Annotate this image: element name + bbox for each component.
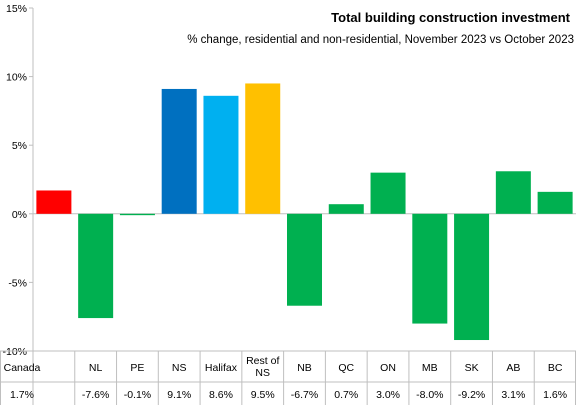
- category-label: ON: [380, 362, 396, 374]
- value-label: 8.6%: [209, 389, 233, 401]
- chart-subtitle: % change, residential and non-residentia…: [187, 34, 574, 46]
- value-label: 3.0%: [376, 389, 400, 401]
- bar: [537, 191, 573, 214]
- bar: [412, 213, 448, 324]
- category-label: MB: [422, 362, 438, 374]
- category-label: NL: [89, 362, 103, 374]
- bar: [495, 171, 531, 214]
- value-label: -0.1%: [124, 389, 151, 401]
- y-tick-label: 0%: [12, 209, 27, 221]
- value-label: 0.7%: [334, 389, 358, 401]
- y-tick-label: -5%: [8, 277, 27, 289]
- bar: [203, 95, 239, 214]
- y-tick-label: 15%: [6, 3, 27, 15]
- category-label: Canada: [4, 362, 41, 374]
- value-label: 1.7%: [10, 389, 34, 401]
- value-label: -7.6%: [82, 389, 109, 401]
- bar: [287, 213, 322, 306]
- category-label: BC: [548, 362, 563, 374]
- bar: [161, 88, 197, 214]
- category-label: SK: [465, 362, 479, 374]
- category-label: Rest of NS: [246, 355, 279, 379]
- y-tick-label: -10%: [2, 346, 27, 358]
- category-label: Halifax: [205, 362, 238, 374]
- bar: [454, 213, 490, 341]
- bar: [36, 190, 72, 214]
- bar: [328, 204, 364, 214]
- category-label: NB: [297, 362, 312, 374]
- value-label: -8.0%: [416, 389, 443, 401]
- bar: [370, 172, 406, 214]
- bar: [119, 213, 155, 216]
- category-label: QC: [338, 362, 354, 374]
- category-label: PE: [130, 362, 144, 374]
- value-label: 9.5%: [251, 389, 275, 401]
- category-label-line: NS: [255, 367, 270, 379]
- bars-layer: [36, 83, 573, 341]
- chart-title: Total building construction investment: [331, 10, 570, 25]
- category-label: AB: [506, 362, 520, 374]
- y-tick-label: 5%: [12, 140, 27, 152]
- category-table: Canada 1.7% NL -7.6% PE -0.1% NS 9.1% Halifax 8.6…: [0, 350, 576, 405]
- value-label: -6.7%: [291, 389, 318, 401]
- value-label: 3.1%: [501, 389, 525, 401]
- category-label-line: Rest of: [246, 355, 279, 367]
- value-label: 9.1%: [167, 389, 191, 401]
- bar: [78, 213, 114, 319]
- value-label: -9.2%: [458, 389, 485, 401]
- y-tick-label: 10%: [6, 72, 27, 84]
- bar: [245, 83, 281, 214]
- category-label: NS: [172, 362, 187, 374]
- value-label: 1.6%: [543, 389, 567, 401]
